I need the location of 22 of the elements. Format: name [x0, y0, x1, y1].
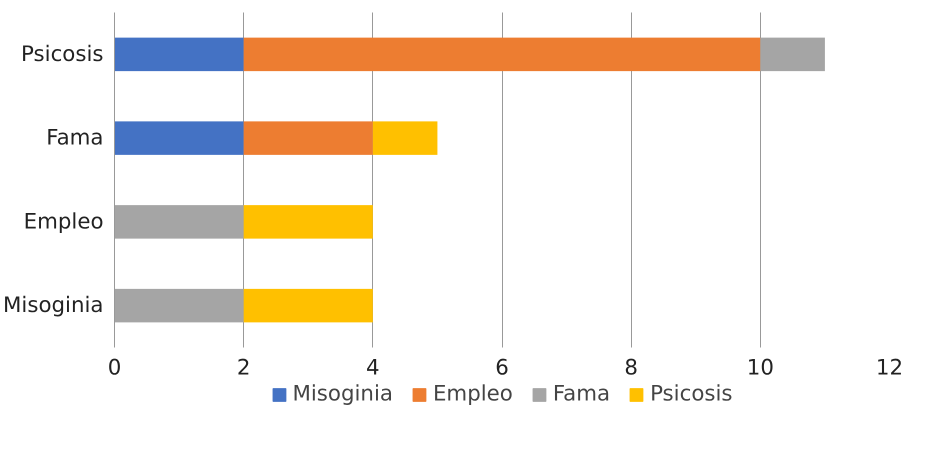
bar: [114, 38, 244, 72]
legend-label: Fama: [552, 382, 610, 406]
bar: [114, 121, 244, 155]
bar: [244, 288, 373, 322]
x-tick-label: 8: [624, 356, 638, 380]
bar: [244, 121, 373, 155]
legend-label: Misoginia: [292, 382, 393, 406]
legend-label: Empleo: [432, 382, 513, 406]
x-tick-label: 4: [366, 356, 380, 380]
bar: [244, 38, 760, 72]
bar: [244, 205, 373, 239]
bar: [372, 121, 438, 155]
y-tick-label: Fama: [46, 126, 104, 151]
x-tick-label: 6: [495, 356, 509, 380]
x-tick-label: 0: [108, 356, 122, 380]
y-tick-label: Empleo: [24, 209, 104, 234]
legend-label: Psicosis: [650, 382, 733, 406]
y-tick-label: Misoginia: [3, 293, 104, 318]
y-tick-label: Psicosis: [21, 42, 104, 67]
x-tick-label: 10: [746, 356, 774, 380]
x-tick-label: 2: [236, 356, 250, 380]
x-tick-label: 12: [876, 356, 904, 380]
